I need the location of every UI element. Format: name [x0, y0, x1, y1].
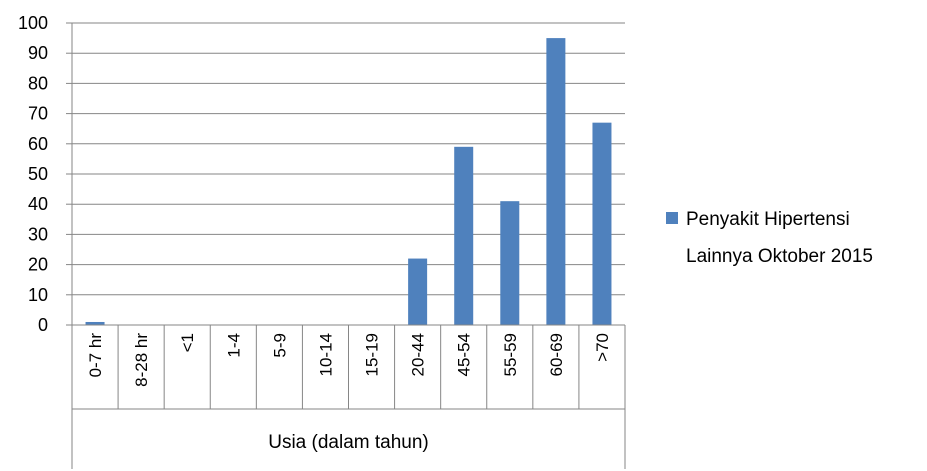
bar	[408, 258, 428, 325]
y-tick-label: 100	[18, 13, 48, 33]
legend-swatch	[666, 212, 678, 224]
x-tick-label: 0-7 hr	[86, 333, 105, 378]
x-tick-label: 5-9	[270, 333, 289, 358]
x-tick-labels: 0-7 hr 8-28 hr <1 1-4 5-9 10-14 15-19 20-44 45-5…	[86, 333, 612, 387]
x-tick-label: <1	[178, 333, 197, 352]
x-tick-label: 55-59	[501, 333, 520, 376]
axes	[71, 23, 626, 469]
y-tick-label: 90	[28, 43, 48, 63]
y-tick-label: 50	[28, 164, 48, 184]
bar	[85, 321, 105, 325]
x-tick-label: >70	[593, 333, 612, 362]
y-tick-label: 30	[28, 224, 48, 244]
bar	[592, 122, 612, 325]
y-tick-label: 80	[28, 73, 48, 93]
bar	[454, 146, 474, 325]
y-tick-label: 20	[28, 255, 48, 275]
y-tick-label: 60	[28, 134, 48, 154]
legend-label-line-2: Lainnya Oktober 2015	[686, 246, 873, 267]
y-tick-labels: 0 10 20 30 40 50 60 70 80 90 100	[18, 13, 48, 335]
x-tick-label: 60-69	[547, 333, 566, 376]
x-tick-label: 8-28 hr	[132, 333, 151, 387]
legend-label-line-1: Penyakit Hipertensi	[686, 209, 850, 230]
x-tick-label: 15-19	[363, 333, 382, 376]
x-tick-label: 1-4	[224, 333, 243, 358]
legend: Penyakit Hipertensi Lainnya Oktober 2015	[666, 209, 873, 267]
gridlines	[66, 22, 625, 326]
y-tick-label: 0	[38, 315, 48, 335]
x-tick-label: 20-44	[409, 333, 428, 376]
y-tick-label: 70	[28, 104, 48, 124]
bars	[85, 38, 612, 325]
x-axis-title: Usia (dalam tahun)	[268, 432, 429, 453]
x-tick-label: 45-54	[455, 333, 474, 376]
y-tick-label: 10	[28, 285, 48, 305]
y-tick-label: 40	[28, 194, 48, 214]
bar	[500, 201, 520, 325]
x-tick-label: 10-14	[316, 333, 335, 376]
bar	[546, 38, 566, 325]
